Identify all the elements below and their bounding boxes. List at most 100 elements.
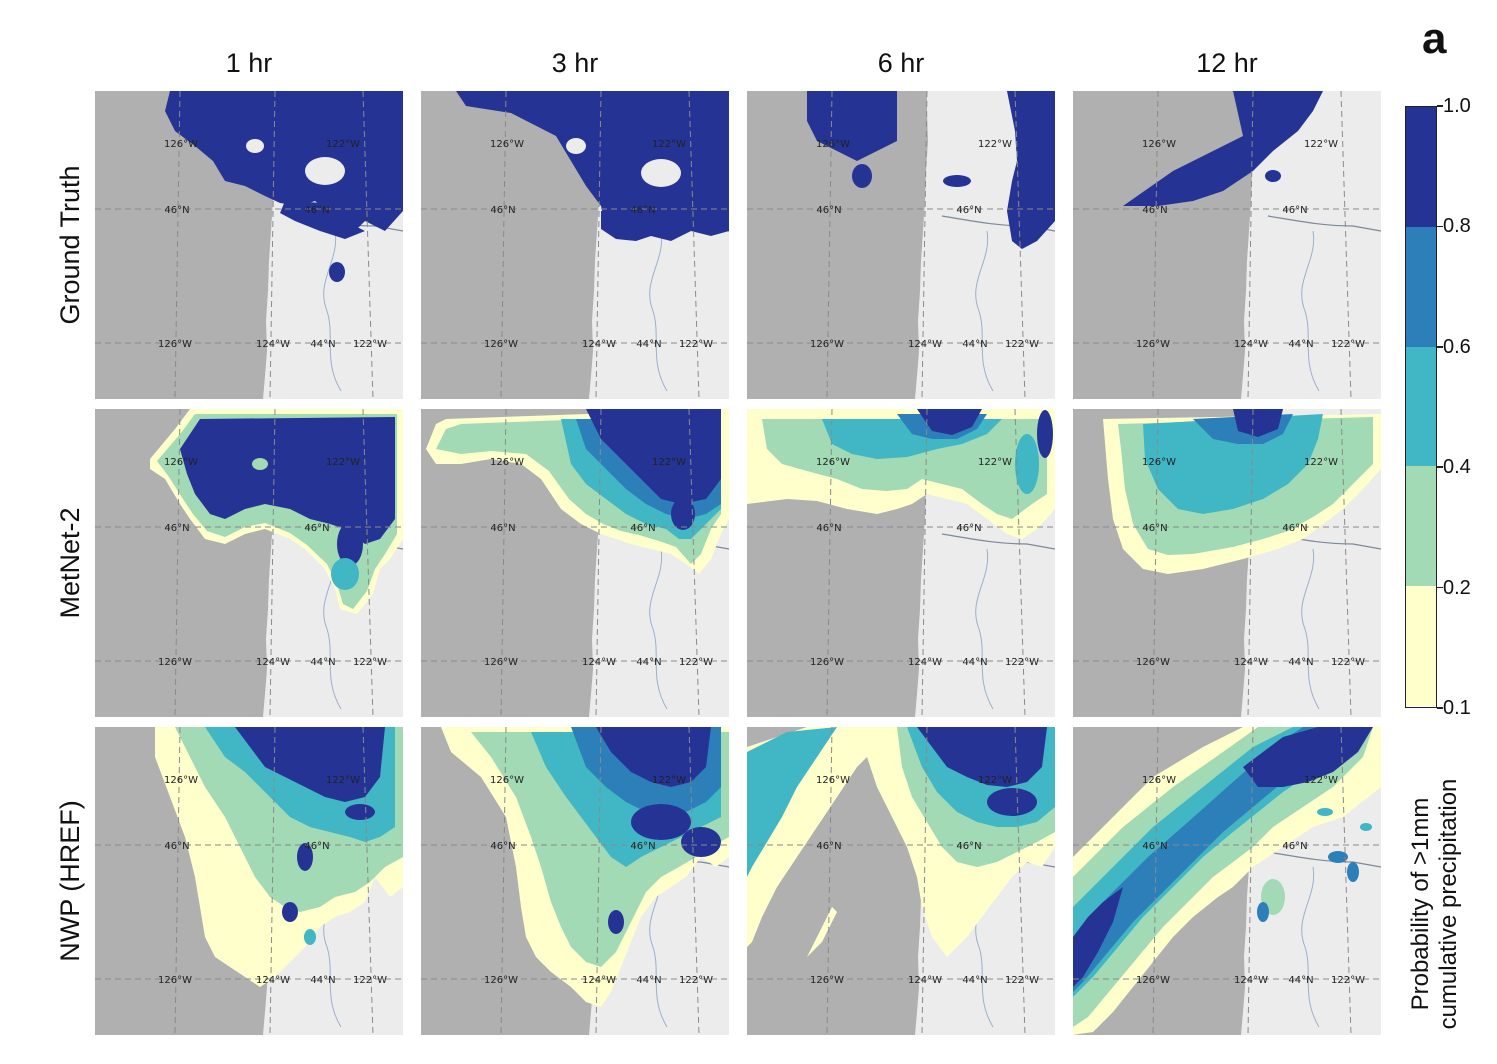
precip-region xyxy=(280,201,365,239)
lon-label-122w: 122°W xyxy=(353,975,387,986)
colorbar-bin-3 xyxy=(1406,226,1436,347)
gridline-124w xyxy=(921,91,928,399)
map-svg: 126°W 122°W 46°N 46°N 126°W 124°W 44°N 122°W xyxy=(747,727,1055,1035)
precip-cell xyxy=(1347,862,1359,882)
precip-region xyxy=(456,91,729,241)
lat-label-46n: 46°N xyxy=(1142,523,1167,534)
lon-label-122w: 122°W xyxy=(1005,657,1039,668)
river xyxy=(975,548,994,710)
lon-label-124w: 124°W xyxy=(1234,339,1268,350)
lat-label-46n: 46°N xyxy=(1282,523,1307,534)
lat-label-46n: 46°N xyxy=(956,523,981,534)
map-svg: 126°W 122°W 46°N 46°N 126°W 124°W 44°N 122°W xyxy=(95,409,403,717)
precip-cell xyxy=(331,558,359,590)
gridline-124w xyxy=(1247,727,1254,1035)
precip-cell xyxy=(1037,410,1053,458)
colorbar-bin-2 xyxy=(1406,346,1436,467)
lat-label-46n: 46°N xyxy=(304,841,329,852)
lon-label-126w: 126°W xyxy=(816,457,850,468)
precip-region xyxy=(917,409,982,435)
lat-label-44n: 44°N xyxy=(636,339,661,350)
lon-label-122w: 122°W xyxy=(1005,339,1039,350)
colorbar-tick-label: 0.8 xyxy=(1443,215,1471,238)
gridline-124w xyxy=(595,727,602,1035)
map-svg: 126°W 122°W 46°N 46°N 126°W 124°W 44°N 122°W xyxy=(421,409,729,717)
precip-cell xyxy=(631,804,691,840)
gridline-124w xyxy=(269,727,276,1035)
gridline-126w xyxy=(826,409,833,717)
lon-label-122w: 122°W xyxy=(679,657,713,668)
lon-label-122w: 122°W xyxy=(978,139,1012,150)
lon-label-124w: 124°W xyxy=(256,975,290,986)
precip-region xyxy=(586,409,721,504)
colorbar-bin-0 xyxy=(1406,586,1436,706)
colorbar-tick xyxy=(1437,466,1443,468)
colorbar-bin-4 xyxy=(1406,107,1436,227)
precip-region xyxy=(747,727,837,877)
lat-label-46n: 46°N xyxy=(164,841,189,852)
precip-cell xyxy=(337,522,363,566)
lat-label-46n: 46°N xyxy=(304,523,329,534)
map-svg: 126°W 122°W 46°N 46°N 126°W 124°W 44°N 122°W xyxy=(1073,91,1381,399)
gridline-126w xyxy=(174,409,181,717)
lon-label-122w: 122°W xyxy=(1331,339,1365,350)
colorbar-tick-label: 0.6 xyxy=(1443,335,1471,358)
lat-label-46n: 46°N xyxy=(816,205,841,216)
precip-region xyxy=(601,206,656,241)
gridline-126w xyxy=(500,91,507,399)
river xyxy=(649,548,668,710)
precip-region xyxy=(807,907,837,957)
colorbar-tick-label: 0.2 xyxy=(1443,576,1471,599)
precip-region xyxy=(235,727,385,802)
precip-layer xyxy=(1073,727,1381,1035)
gridline-122w xyxy=(1340,409,1352,717)
gridline-126w xyxy=(174,727,181,1035)
colorbar-tick xyxy=(1437,105,1443,107)
lon-label-124w: 124°W xyxy=(582,975,616,986)
lon-label-126w: 126°W xyxy=(810,975,844,986)
row-label-ground-truth: Ground Truth xyxy=(55,165,85,325)
precip-region xyxy=(1073,727,1373,1027)
map-svg: 126°W 122°W 46°N 46°N 126°W 124°W 44°N 122°W xyxy=(1073,727,1381,1035)
lon-label-126w: 126°W xyxy=(816,775,850,786)
lon-label-124w: 124°W xyxy=(908,339,942,350)
lon-label-126w: 126°W xyxy=(490,775,524,786)
lon-label-126w: 126°W xyxy=(810,657,844,668)
precip-cell xyxy=(1265,170,1281,182)
column-title-12hr: 12 hr xyxy=(1196,48,1258,78)
colorbar-tick xyxy=(1437,346,1443,348)
precip-region xyxy=(165,91,403,236)
colorbar-label-line-2: cumulative precipitation xyxy=(1435,778,1462,1030)
precip-cell xyxy=(1015,434,1039,494)
lon-label-124w: 124°W xyxy=(256,657,290,668)
gridline-122w xyxy=(688,91,700,399)
gridline-122w xyxy=(1014,91,1026,399)
precip-layer xyxy=(165,91,403,282)
gridline-124w xyxy=(595,409,602,717)
colorbar-tick xyxy=(1437,586,1443,589)
lon-label-124w: 124°W xyxy=(582,339,616,350)
lon-label-122w: 122°W xyxy=(1005,975,1039,986)
river xyxy=(1301,230,1320,392)
lon-label-126w: 126°W xyxy=(164,775,198,786)
precip-layer xyxy=(456,91,729,241)
lon-label-122w: 122°W xyxy=(652,775,686,786)
precip-cell xyxy=(681,827,721,857)
river xyxy=(1301,548,1320,710)
map-svg: 126°W 122°W 46°N 46°N 126°W 124°W 44°N 122°W xyxy=(421,727,729,1035)
map-panel-r0-c3: 126°W 122°W 46°N 46°N 126°W 124°W 44°N 122°W xyxy=(1073,91,1381,399)
lon-label-122w: 122°W xyxy=(652,139,686,150)
lon-label-124w: 124°W xyxy=(908,975,942,986)
colorbar-tick xyxy=(1437,707,1443,709)
gridline-124w xyxy=(269,409,276,717)
lat-label-46n: 46°N xyxy=(816,523,841,534)
map-svg: 126°W 122°W 46°N 46°N 126°W 124°W 44°N 122°W xyxy=(1073,409,1381,717)
gridline-126w xyxy=(500,409,507,717)
map-panel-r0-c0: 126°W 122°W 46°N 46°N 126°W 124°W 44°N 122°W xyxy=(95,91,403,399)
map-panel-r1-c3: 126°W 122°W 46°N 46°N 126°W 124°W 44°N 122°W xyxy=(1073,409,1381,717)
gridline-122w xyxy=(688,727,700,1035)
lon-label-126w: 126°W xyxy=(484,657,518,668)
gridline-124w xyxy=(921,727,928,1035)
gap xyxy=(246,139,264,153)
lat-label-46n: 46°N xyxy=(816,841,841,852)
